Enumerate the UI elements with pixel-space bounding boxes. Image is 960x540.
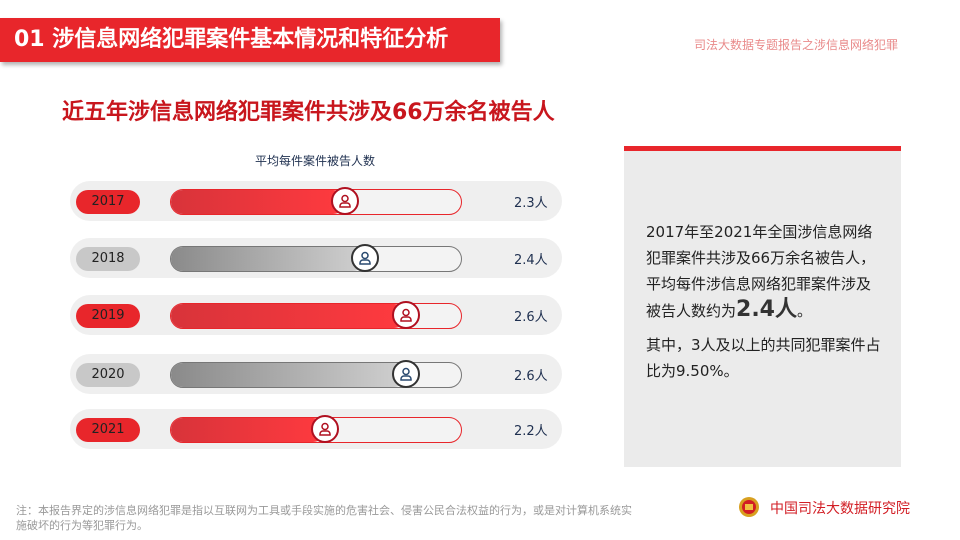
org-name: 中国司法大数据研究院 bbox=[770, 501, 910, 517]
bar-row: 2021 2.2人 bbox=[70, 409, 562, 449]
bar-fill bbox=[171, 418, 325, 442]
org-logo: 中国司法大数据研究院 bbox=[738, 496, 910, 520]
bar-row: 2018 2.4人 bbox=[70, 238, 562, 278]
bar-fill bbox=[171, 190, 345, 214]
year-label: 2020 bbox=[76, 363, 140, 387]
value-label: 2.6人 bbox=[514, 310, 548, 325]
bar-row: 2019 2.6人 bbox=[70, 295, 562, 335]
section-header: 01 涉信息网络犯罪案件基本情况和特征分析 bbox=[0, 18, 500, 62]
value-label: 2.3人 bbox=[514, 196, 548, 211]
person-icon bbox=[391, 301, 420, 329]
bar-track bbox=[170, 244, 462, 272]
chart-title: 平均每件案件被告人数 bbox=[254, 154, 375, 168]
summary-panel: 2017年至2021年全国涉信息网络犯罪案件共涉及66万余名被告人，平均每件涉信… bbox=[624, 146, 901, 467]
bar-fill bbox=[171, 363, 406, 387]
footnote: 注：本报告界定的涉信息网络犯罪是指以互联网为工具或手段实施的危害社会、侵害公民合… bbox=[16, 504, 632, 532]
report-subtitle: 司法大数据专题报告之涉信息网络犯罪 bbox=[693, 38, 898, 52]
value-label: 2.6人 bbox=[514, 369, 548, 384]
bar-row: 2017 2.3人 bbox=[70, 181, 562, 221]
person-icon bbox=[310, 415, 339, 443]
year-label: 2018 bbox=[76, 247, 140, 271]
bar-track bbox=[170, 360, 462, 388]
bar-track bbox=[170, 301, 462, 329]
bar-row: 2020 2.6人 bbox=[70, 354, 562, 394]
court-emblem-icon bbox=[739, 497, 759, 517]
value-label: 2.2人 bbox=[514, 424, 548, 439]
year-label: 2021 bbox=[76, 418, 140, 442]
person-icon bbox=[351, 244, 380, 272]
bar-fill bbox=[171, 247, 366, 271]
summary-text-2: 其中，3人及以上的共同犯罪案件占比为9.50%。 bbox=[646, 336, 881, 380]
year-label: 2019 bbox=[76, 304, 140, 328]
page-title: 近五年涉信息网络犯罪案件共涉及66万余名被告人 bbox=[62, 100, 555, 125]
person-icon bbox=[391, 360, 420, 388]
summary-text-1: 2017年至2021年全国涉信息网络犯罪案件共涉及66万余名被告人，平均每件涉信… bbox=[646, 223, 876, 322]
person-icon bbox=[330, 187, 359, 215]
value-label: 2.4人 bbox=[514, 253, 548, 268]
bar-track bbox=[170, 187, 462, 215]
bar-track bbox=[170, 415, 462, 443]
bar-fill bbox=[171, 304, 406, 328]
year-label: 2017 bbox=[76, 190, 140, 214]
